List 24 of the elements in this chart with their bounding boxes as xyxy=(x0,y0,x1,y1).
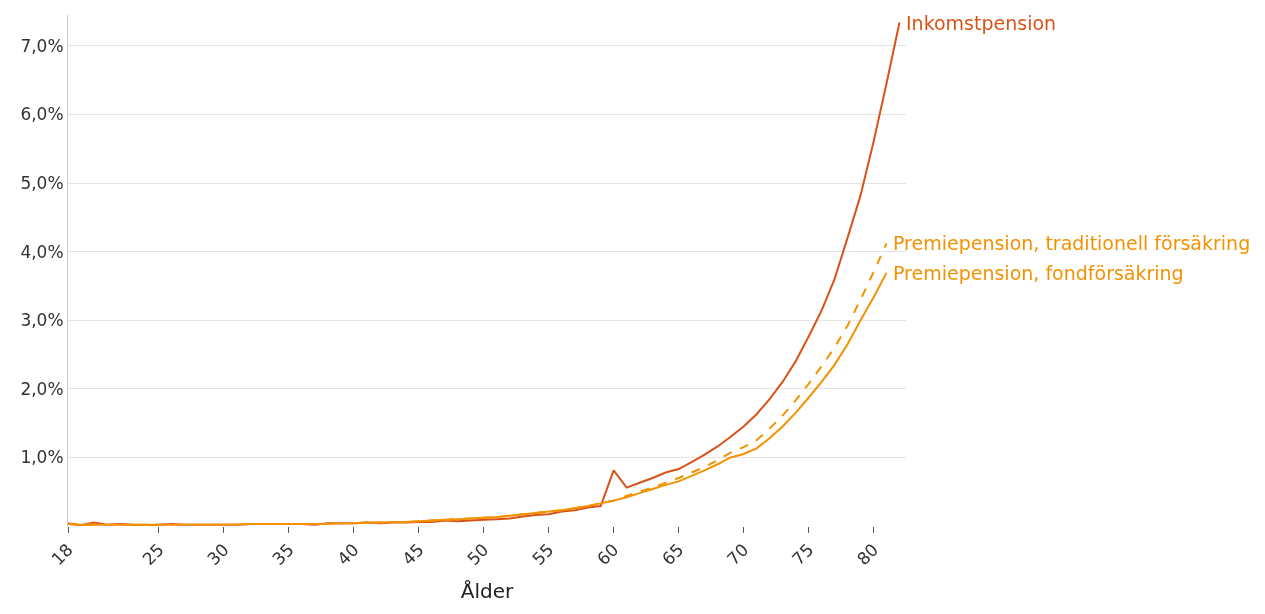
x-tick-label: 50 xyxy=(463,539,493,570)
y-tick-label: 7,0% xyxy=(20,35,64,56)
x-tick-label: 40 xyxy=(333,539,363,570)
x-tick-label: 70 xyxy=(722,539,753,570)
x-axis-title: Ålder xyxy=(460,578,514,603)
x-tick-label: 65 xyxy=(658,539,688,570)
y-tick-label: 5,0% xyxy=(20,173,64,193)
y-tick-label: 4,0% xyxy=(20,241,64,262)
x-tick-label: 55 xyxy=(528,539,558,570)
x-tick-label: 18 xyxy=(47,539,77,570)
x-tick-label: 60 xyxy=(593,539,623,570)
x-tick-label: 35 xyxy=(268,539,298,570)
y-tick-label: 1,0% xyxy=(20,447,64,468)
x-tick-label: 45 xyxy=(398,539,428,570)
series-label: Inkomstpension xyxy=(906,12,1057,34)
x-tick-label: 80 xyxy=(852,539,883,570)
y-tick-label: 6,0% xyxy=(20,104,64,125)
x-tick-label: 25 xyxy=(138,539,168,570)
x-tick-label: 75 xyxy=(787,539,818,570)
y-tick-label: 2,0% xyxy=(20,378,64,399)
y-tick-label: 3,0% xyxy=(20,310,64,331)
series-label: Premiepension, traditionell försäkring xyxy=(893,232,1251,254)
x-tick-label: 30 xyxy=(203,539,233,570)
series-label: Premiepension, fondförsäkring xyxy=(893,262,1184,284)
